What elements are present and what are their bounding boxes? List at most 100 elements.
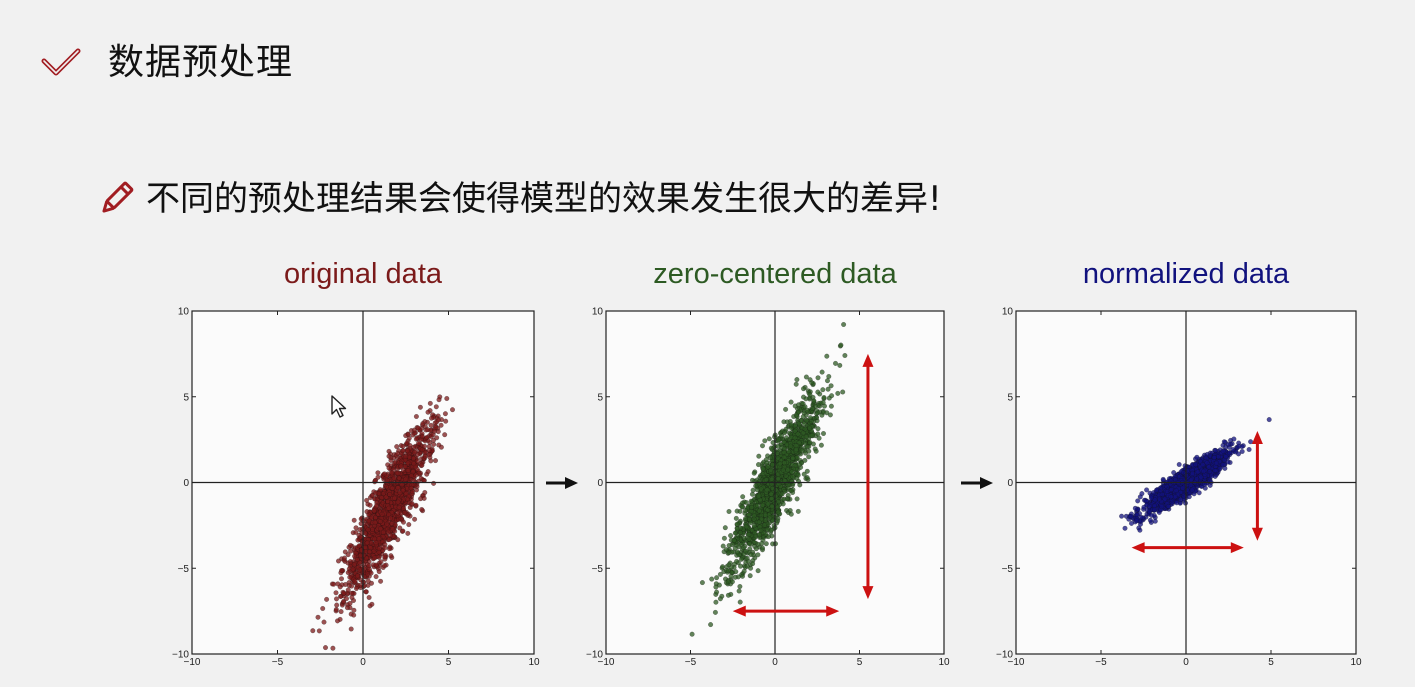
data-point (746, 541, 752, 547)
data-point (748, 552, 754, 558)
x-tick-label: 5 (446, 657, 452, 668)
data-point (398, 463, 404, 469)
data-point (344, 605, 350, 611)
data-point (784, 419, 790, 425)
data-point (392, 495, 398, 501)
data-point (395, 470, 401, 476)
data-point (806, 454, 812, 460)
data-point (1221, 439, 1227, 445)
data-point (775, 509, 781, 515)
y-tick-label: −5 (592, 564, 604, 575)
data-point (689, 631, 695, 637)
data-point (406, 522, 412, 528)
data-point (713, 584, 719, 590)
data-point (403, 454, 409, 459)
data-point (335, 618, 340, 624)
data-point (809, 433, 815, 438)
data-point (363, 589, 369, 595)
data-point (1189, 487, 1195, 493)
data-point (407, 505, 413, 510)
data-point (813, 448, 819, 454)
data-point (419, 462, 425, 468)
data-point (405, 530, 411, 536)
data-point (384, 521, 390, 527)
x-tick-label: 10 (528, 657, 540, 668)
data-point (386, 505, 392, 511)
check-icon (41, 48, 81, 76)
data-point (775, 455, 781, 461)
data-point (345, 570, 351, 576)
data-point (442, 411, 448, 417)
data-point (1193, 462, 1199, 468)
x-tick-label: 0 (360, 657, 366, 668)
data-point (744, 563, 750, 569)
x-tick-label: 10 (1350, 657, 1362, 668)
data-point (333, 607, 339, 612)
x-tick-label: 0 (772, 657, 778, 668)
data-point (396, 475, 402, 481)
data-point (310, 628, 316, 634)
data-point (425, 427, 431, 433)
data-point (752, 530, 758, 536)
data-point (800, 414, 806, 420)
data-point (815, 410, 821, 416)
data-point (804, 475, 810, 481)
data-point (321, 619, 327, 625)
data-point (388, 515, 393, 521)
data-point (733, 569, 739, 575)
x-tick-label: 10 (938, 657, 950, 668)
data-point (1172, 494, 1178, 500)
data-point (1132, 505, 1138, 511)
data-point (382, 554, 388, 560)
data-point (751, 470, 757, 476)
data-point (725, 568, 731, 574)
data-point (810, 405, 815, 411)
data-point (1169, 487, 1175, 492)
data-point (1215, 454, 1221, 460)
data-point (401, 505, 407, 511)
data-point (807, 425, 813, 431)
data-point (396, 504, 402, 510)
data-point (1122, 525, 1128, 531)
data-point (800, 430, 806, 436)
data-point (387, 546, 392, 552)
data-point (807, 392, 813, 398)
data-point (417, 404, 423, 410)
data-point (338, 594, 344, 599)
data-point (790, 455, 796, 461)
data-point (746, 536, 752, 542)
data-point (381, 563, 387, 569)
data-point (773, 487, 779, 493)
data-point (421, 495, 427, 501)
data-point (779, 491, 785, 497)
data-point (353, 525, 359, 531)
data-point (1119, 513, 1125, 519)
data-point (389, 485, 395, 491)
data-point (351, 612, 357, 618)
data-point (1266, 417, 1272, 423)
chart-title-normalized: normalized data (1082, 258, 1290, 290)
data-point (428, 422, 434, 428)
data-point (443, 418, 449, 424)
data-point (438, 422, 444, 428)
data-point (382, 471, 387, 477)
data-point (367, 502, 373, 508)
data-point (1248, 439, 1254, 445)
data-point (713, 599, 719, 605)
data-point (389, 521, 395, 527)
data-point (746, 512, 752, 518)
data-point (731, 537, 737, 543)
data-point (409, 501, 415, 507)
data-point (403, 476, 409, 482)
data-point (736, 588, 742, 594)
data-point (743, 508, 748, 514)
data-point (760, 443, 765, 449)
data-point (383, 494, 389, 500)
data-point (781, 449, 787, 455)
y-tick-label: 10 (1002, 307, 1014, 318)
data-point (1220, 448, 1226, 454)
data-point (365, 571, 371, 577)
